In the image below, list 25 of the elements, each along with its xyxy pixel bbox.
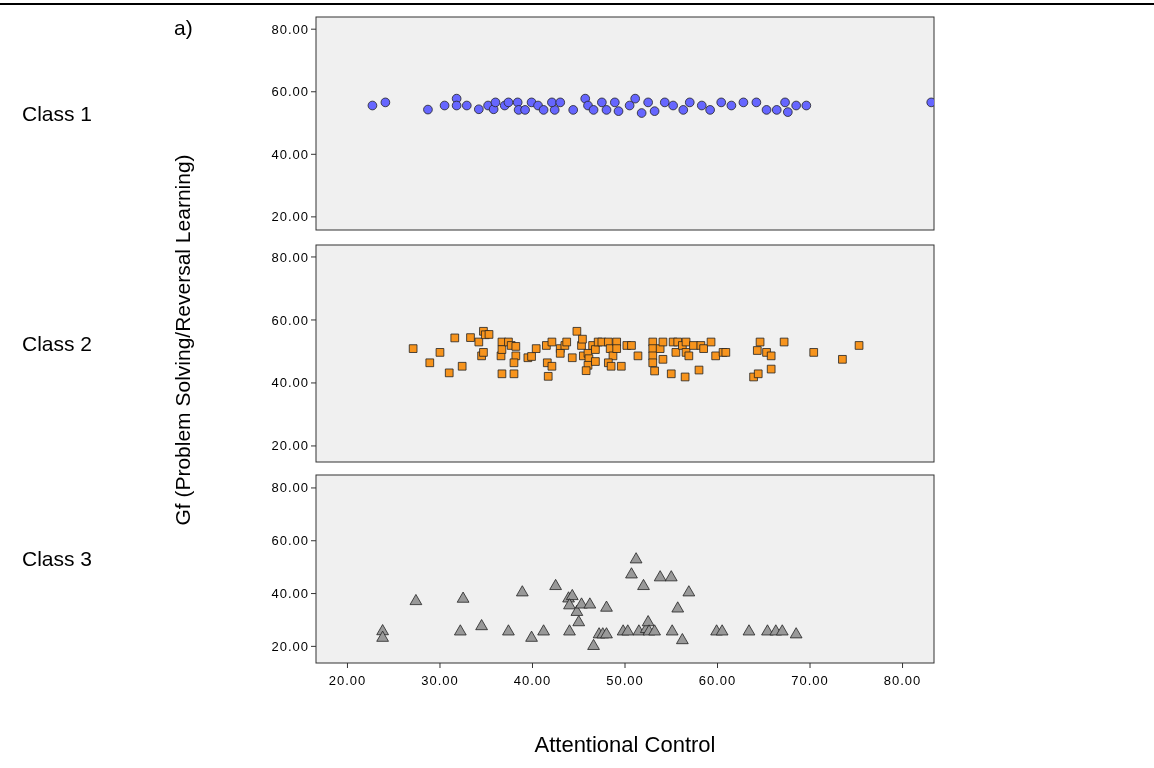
y-tick-label: 20.00 [271,438,309,454]
x-tick-label: 30.00 [421,673,459,688]
y-tick-label: 20.00 [271,209,309,225]
text: a) [174,16,193,39]
x-tick-label: 70.00 [791,673,829,688]
x-tick-label: 40.00 [513,673,552,688]
y-tick-label: 20.00 [271,638,309,654]
x-axis-title: Attentional Control [534,732,716,757]
y-tick-label: 40.00 [271,375,309,391]
text: Class 3 [22,547,93,571]
y-tick-label: 60.00 [271,533,309,549]
text: Class 2 [22,331,93,355]
x-tick-label: 50.00 [606,673,644,688]
y-tick-label: 60.00 [271,84,309,100]
text: Class 1 [22,101,93,125]
y-tick-label: 80.00 [271,249,309,265]
y-tick-label: 40.00 [271,586,309,602]
y-tick-label: 60.00 [271,312,309,328]
y-tick-label: 80.00 [271,480,309,496]
x-tick-label: 20.00 [328,673,367,688]
y-tick-label: 40.00 [271,146,309,162]
y-axis-title: Gf (Problem Solving/Reversal Learning) [171,154,194,526]
x-tick-label: 60.00 [698,673,737,688]
x-tick-label: 80.00 [883,673,922,688]
y-tick-label: 80.00 [271,21,309,37]
